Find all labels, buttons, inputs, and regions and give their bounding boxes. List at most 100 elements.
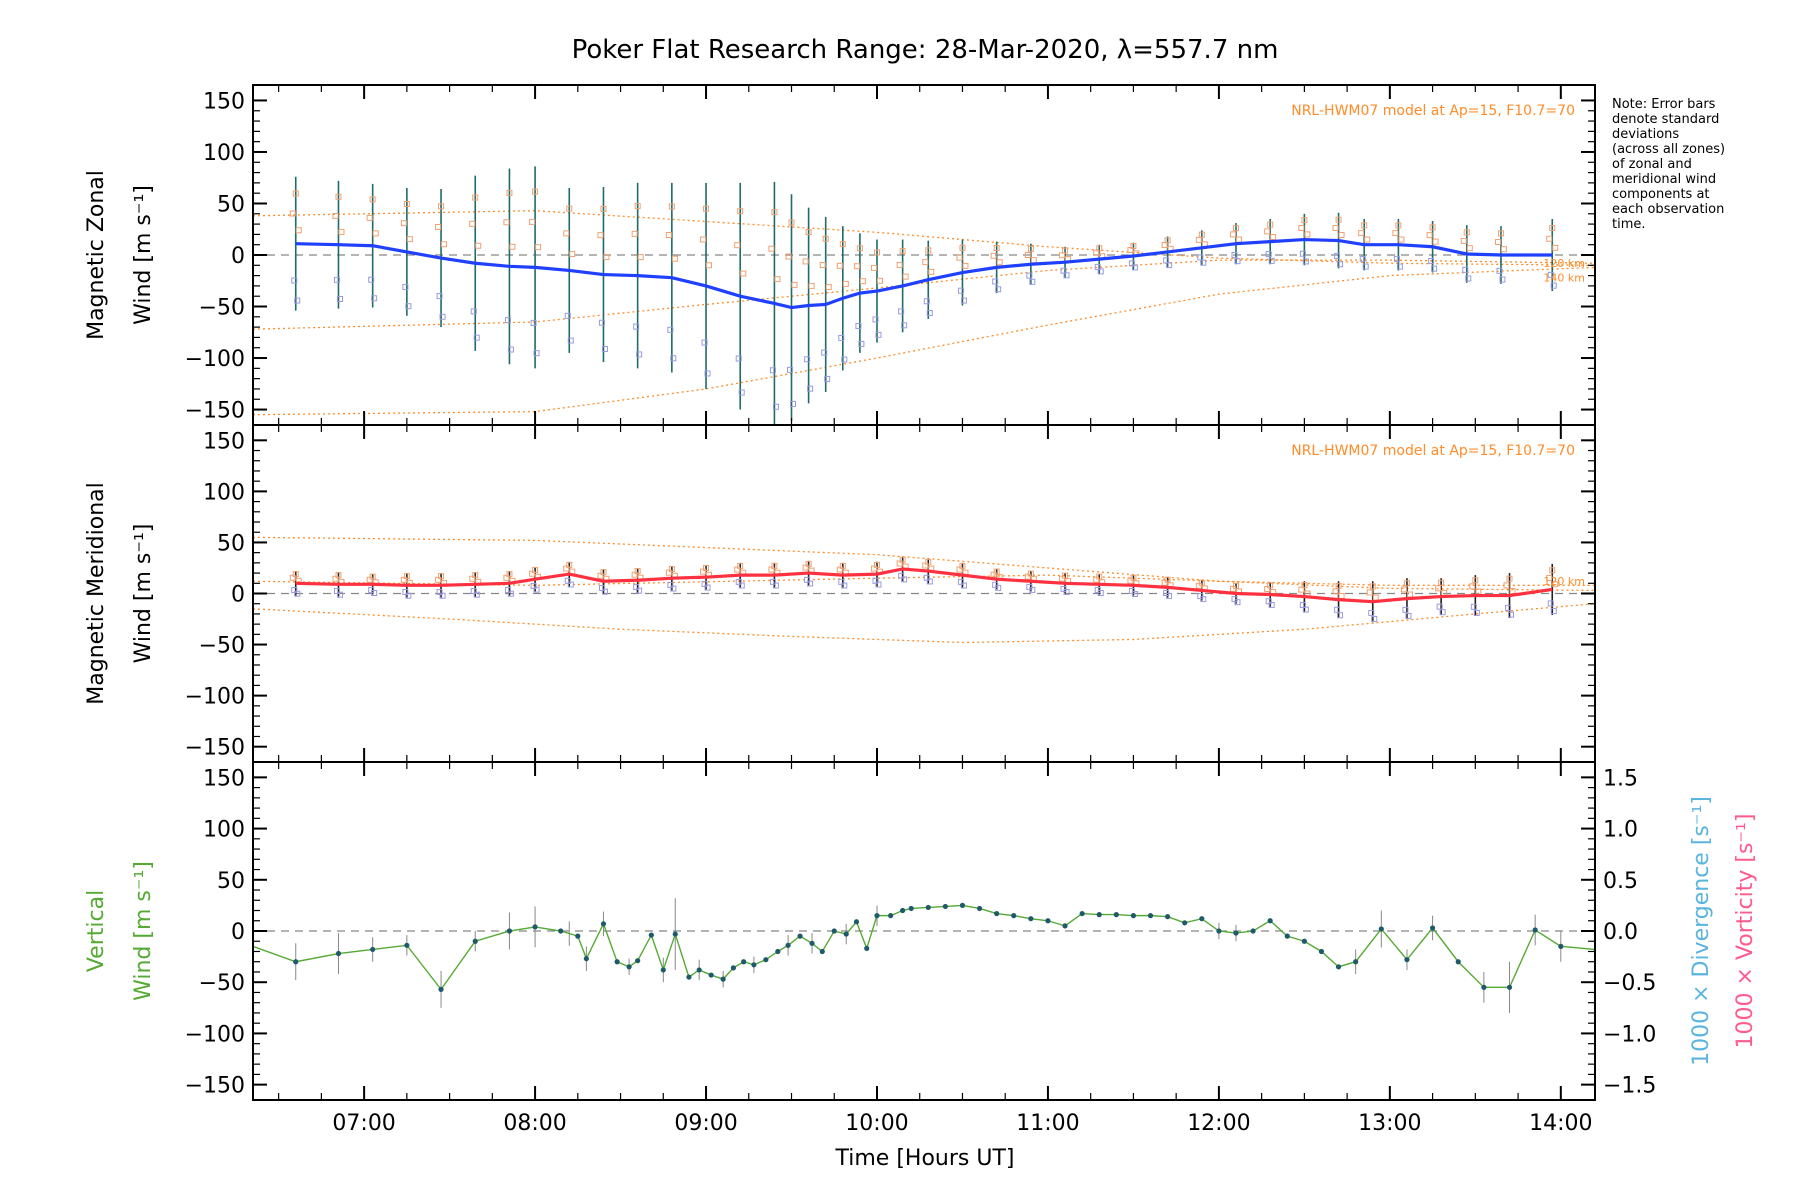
zone-marker bbox=[1332, 588, 1339, 595]
zone-marker bbox=[1398, 236, 1405, 243]
x-tick-label: 07:00 bbox=[332, 1111, 395, 1136]
zone-marker bbox=[901, 322, 908, 329]
data-point bbox=[614, 959, 620, 965]
zone-marker bbox=[926, 578, 933, 585]
zone-marker bbox=[960, 582, 967, 589]
y-tick-label: 0 bbox=[231, 583, 245, 608]
zone-marker bbox=[406, 236, 413, 243]
zone-marker bbox=[791, 281, 798, 288]
zone-marker bbox=[1402, 606, 1409, 613]
x-tick-label: 10:00 bbox=[845, 1111, 908, 1136]
zone-marker bbox=[1366, 589, 1373, 596]
zone-marker bbox=[995, 286, 1002, 293]
y-axis-label: Wind [m s⁻¹] bbox=[131, 185, 156, 325]
zone-marker bbox=[336, 591, 343, 598]
y-tick-label: 150 bbox=[203, 766, 245, 791]
zone-marker bbox=[1302, 606, 1309, 613]
y-tick-label: −50 bbox=[199, 634, 245, 659]
zone-marker bbox=[1302, 258, 1309, 265]
data-point bbox=[648, 932, 654, 938]
zone-marker bbox=[671, 255, 678, 262]
data-point bbox=[1233, 930, 1239, 936]
zone-marker bbox=[1552, 244, 1559, 251]
zone-marker bbox=[1547, 600, 1554, 607]
zone-marker bbox=[1470, 603, 1477, 610]
zone-marker bbox=[1469, 583, 1476, 590]
zone-marker bbox=[1026, 272, 1033, 279]
data-point bbox=[1045, 918, 1051, 924]
zone-marker bbox=[564, 312, 571, 319]
zone-marker bbox=[896, 262, 903, 269]
zone-marker bbox=[1338, 592, 1345, 599]
zone-marker bbox=[990, 252, 997, 259]
zone-marker bbox=[1406, 591, 1413, 598]
zone-marker bbox=[532, 188, 539, 195]
zone-marker bbox=[822, 235, 829, 242]
zone-marker bbox=[1264, 228, 1271, 235]
zone-marker bbox=[601, 588, 608, 595]
right-axis: 1.5 1.0 0.5 0.0 −0.5 −1.0 −1.5 1000 × Divergenc… bbox=[1603, 766, 1758, 1098]
zone-marker bbox=[1472, 577, 1479, 584]
y-tick-label: 0 bbox=[231, 244, 245, 269]
zone-marker bbox=[1403, 580, 1410, 587]
zone-marker bbox=[637, 254, 644, 261]
zone-marker bbox=[529, 218, 536, 225]
zone-marker bbox=[1438, 579, 1445, 586]
zone-marker bbox=[1235, 236, 1242, 243]
zone-marker bbox=[926, 310, 933, 317]
y-tick-label: 150 bbox=[203, 429, 245, 454]
y-tick-label: 100 bbox=[203, 480, 245, 505]
series-line bbox=[295, 567, 1553, 604]
note-line: meridional wind bbox=[1612, 172, 1716, 187]
note-line: Note: Error bars bbox=[1612, 97, 1716, 112]
zone-marker bbox=[1063, 272, 1070, 279]
data-point bbox=[660, 967, 666, 973]
data-point bbox=[1011, 913, 1017, 919]
zone-marker bbox=[1550, 282, 1557, 289]
zone-marker bbox=[475, 242, 482, 249]
x-tick-label: 12:00 bbox=[1187, 1111, 1250, 1136]
y-tick-label: −50 bbox=[199, 296, 245, 321]
x-tick-label: 11:00 bbox=[1016, 1111, 1079, 1136]
zone-marker bbox=[366, 214, 373, 221]
zone-marker bbox=[469, 220, 476, 227]
zone-marker bbox=[1362, 263, 1369, 270]
data-point bbox=[1506, 984, 1513, 990]
zone-marker bbox=[1546, 574, 1553, 581]
zone-marker bbox=[405, 592, 412, 599]
right-tick-label: 0.5 bbox=[1603, 869, 1638, 894]
data-point bbox=[626, 964, 632, 970]
data-point bbox=[506, 928, 513, 934]
zone-marker bbox=[294, 590, 301, 597]
divergence-axis-label: 1000 × Divergence [s⁻¹] bbox=[1689, 796, 1714, 1066]
note-line: components at bbox=[1612, 187, 1710, 202]
model-curve bbox=[252, 536, 1596, 592]
zone-marker bbox=[1332, 225, 1339, 232]
zone-marker bbox=[790, 400, 797, 407]
zone-marker bbox=[1234, 599, 1241, 606]
x-tick-label: 08:00 bbox=[503, 1111, 566, 1136]
zone-marker bbox=[503, 219, 510, 226]
data-point bbox=[1267, 918, 1273, 924]
zone-marker bbox=[1546, 235, 1553, 242]
zone-marker bbox=[772, 582, 779, 589]
zone-marker bbox=[1164, 576, 1171, 583]
zone-marker bbox=[923, 298, 930, 305]
zone-marker bbox=[838, 334, 845, 341]
model-curve bbox=[252, 603, 1596, 644]
zone-marker bbox=[439, 592, 446, 599]
zone-marker bbox=[1062, 572, 1069, 579]
zone-marker bbox=[1436, 603, 1443, 610]
data-point bbox=[635, 958, 641, 964]
zone-marker bbox=[1550, 608, 1557, 615]
data-point bbox=[1532, 927, 1538, 933]
zone-marker bbox=[336, 295, 343, 302]
data-point bbox=[600, 921, 607, 927]
zone-marker bbox=[825, 283, 832, 290]
data-point bbox=[864, 945, 870, 952]
series-line bbox=[252, 904, 1596, 991]
zone-marker bbox=[636, 587, 643, 594]
note-line: denote standard bbox=[1612, 112, 1719, 127]
zone-marker bbox=[995, 584, 1002, 591]
